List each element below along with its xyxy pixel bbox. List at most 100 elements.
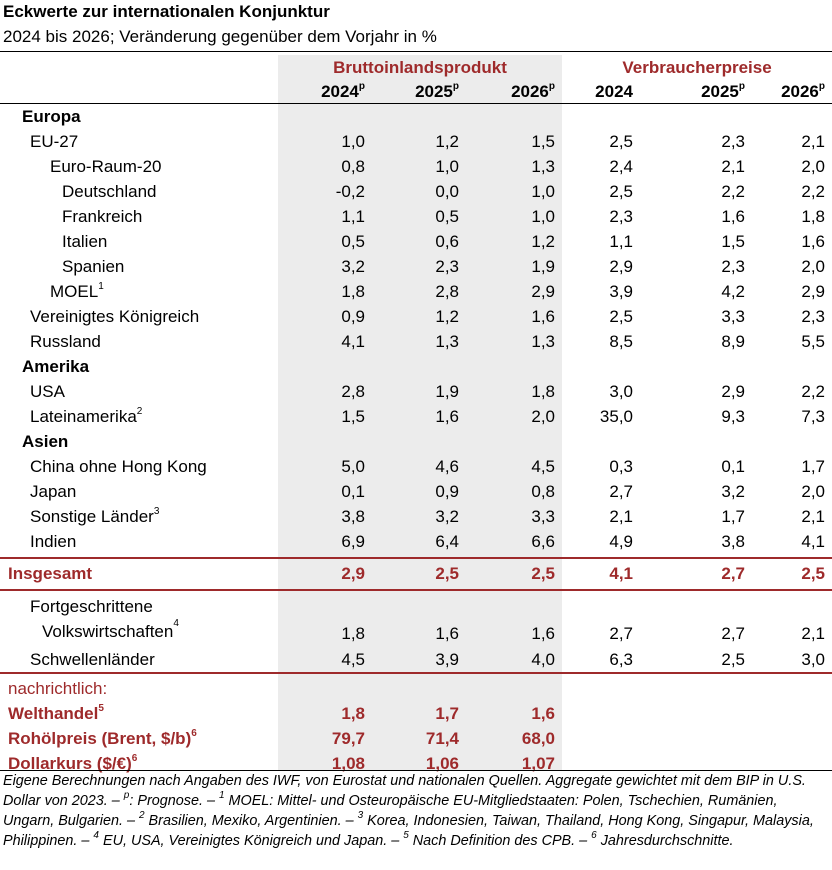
value-cell: 3,8 [341, 506, 365, 526]
value-cell: 2,0 [801, 156, 825, 176]
value-cell: 1,2 [531, 231, 555, 251]
column-year: 2025 [701, 81, 739, 101]
value-cell: 0,8 [531, 481, 555, 501]
value-cell: 0,0 [435, 181, 459, 201]
column-header: 2024p [278, 81, 372, 102]
value-cell: 0,3 [609, 456, 633, 476]
data-row: Deutschland -0,2 0,0 1,0 2,5 2,2 2,2 [0, 179, 832, 204]
value-cell: 0,1 [721, 456, 745, 476]
row-label: Vereinigtes Königreich [0, 307, 278, 327]
row-label: Schwellenländer [0, 650, 278, 670]
value-cell: 6,9 [341, 531, 365, 551]
footnote-text: EU, USA, Vereinigtes Königreich und Japa… [98, 833, 404, 849]
column-sup: p [818, 80, 825, 92]
row-label: Russland [0, 332, 278, 352]
label-text: EU-27 [30, 131, 79, 151]
label-sup: 4 [173, 618, 179, 629]
value-cell: 1,0 [341, 131, 365, 151]
value-cell: 3,3 [531, 506, 555, 526]
value-cell: 2,1 [801, 506, 825, 526]
memo-title-row: nachrichtlich: [0, 676, 832, 701]
value-cell: 0,6 [435, 231, 459, 251]
value-cell: 1,8 [341, 281, 365, 301]
value-cell: 1,1 [341, 206, 365, 226]
row-label: China ohne Hong Kong [0, 457, 278, 477]
row-label: Welthandel5 [0, 702, 278, 724]
row-label: Fortgeschrittene Volkswirtschaften4 [0, 594, 278, 644]
column-year: 2024 [595, 81, 633, 101]
value-cell: 3,0 [801, 649, 825, 669]
value-cell: 2,5 [435, 564, 459, 583]
value-cell: 1,5 [341, 406, 365, 426]
value-cell: 6,3 [609, 649, 633, 669]
value-cell: 9,3 [721, 406, 745, 426]
value-cell: 4,5 [341, 649, 365, 669]
column-sup: p [548, 80, 555, 92]
value-cell: 8,5 [609, 331, 633, 351]
column-year: 2026 [781, 81, 819, 101]
value-cell: 1,5 [531, 131, 555, 151]
value-cell: 1,6 [435, 624, 459, 643]
label-line: Volkswirtschaften4 [30, 619, 278, 644]
value-cell: 1,7 [721, 506, 745, 526]
row-label: Amerika [0, 357, 278, 377]
table: Bruttoinlandsprodukt Verbraucherpreise 202… [0, 55, 832, 776]
row-label: Italien [0, 232, 278, 252]
value-cell: 4,1 [609, 564, 633, 583]
row-label: Sonstige Länder3 [0, 505, 278, 527]
value-cell: 2,9 [609, 256, 633, 276]
value-cell: 3,3 [721, 306, 745, 326]
data-row: USA 2,8 1,9 1,8 3,0 2,9 2,2 [0, 379, 832, 404]
value-cell: 2,5 [721, 649, 745, 669]
section-title: Europa [22, 106, 81, 126]
value-cell: 2,3 [721, 256, 745, 276]
column-header: 2024 [562, 82, 640, 102]
value-cell: 2,2 [801, 381, 825, 401]
label-text: Fortgeschrittene [30, 597, 153, 616]
data-row: Lateinamerika2 1,5 1,6 2,0 35,0 9,3 7,3 [0, 404, 832, 429]
footnote-sup: 6 [591, 830, 597, 841]
label-text: Volkswirtschaften [42, 622, 174, 641]
value-cell: 2,3 [801, 306, 825, 326]
label-text: Russland [30, 331, 101, 351]
value-cell: -0,2 [335, 181, 365, 201]
label-sup: 3 [153, 505, 160, 517]
column-header: 2025p [640, 81, 752, 102]
value-cell: 2,9 [531, 281, 555, 301]
row-label: Dollarkurs ($/€)6 [0, 753, 278, 774]
value-cell: 2,2 [721, 181, 745, 201]
value-cell: 1,2 [435, 131, 459, 151]
column-sup: p [452, 80, 459, 92]
data-row: Spanien 3,2 2,3 1,9 2,9 2,3 2,0 [0, 254, 832, 279]
value-cell: 3,0 [609, 381, 633, 401]
data-row: Russland 4,1 1,3 1,3 8,5 8,9 5,5 [0, 329, 832, 354]
value-cell: 2,7 [721, 624, 745, 643]
row-label: Insgesamt [0, 564, 278, 584]
footnote-text: Jahresdurchschnitte. [596, 833, 734, 849]
value-cell: 5,0 [341, 456, 365, 476]
value-cell: 1,6 [531, 624, 555, 643]
value-cell: 1,9 [435, 381, 459, 401]
footnote-sup: p [123, 790, 130, 801]
label-text: Indien [30, 531, 77, 551]
label-sup: 5 [98, 702, 104, 714]
row-label: Lateinamerika2 [0, 406, 278, 427]
value-cell: 0,8 [341, 156, 365, 176]
value-cell: 2,2 [801, 181, 825, 201]
footnote-sup: 2 [139, 810, 145, 821]
value-cell: 3,2 [341, 256, 365, 276]
label-sup: 1 [98, 280, 104, 292]
data-row: Sonstige Länder3 3,8 3,2 3,3 2,1 1,7 2,1 [0, 504, 832, 529]
value-cell: 0,9 [341, 306, 365, 326]
label-text: Dollarkurs ($/€) [8, 753, 132, 773]
value-cell: 1,8 [531, 381, 555, 401]
data-row: EU-27 1,0 1,2 1,5 2,5 2,3 2,1 [0, 129, 832, 154]
value-cell: 2,0 [801, 481, 825, 501]
value-cell: 1,08 [331, 753, 365, 773]
row-label: Indien [0, 532, 278, 552]
footnote-sup: 5 [403, 830, 409, 841]
value-cell: 0,5 [341, 231, 365, 251]
value-cell: 1,6 [801, 231, 825, 251]
value-cell: 4,0 [531, 649, 555, 669]
row-label: MOEL1 [0, 280, 278, 302]
